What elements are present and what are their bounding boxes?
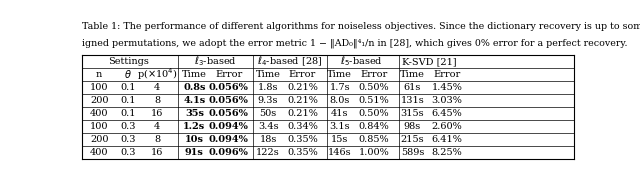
Text: 200: 200 — [90, 96, 108, 105]
Text: $\theta$: $\theta$ — [124, 68, 132, 80]
Text: 0.1: 0.1 — [120, 109, 136, 118]
Text: 91s: 91s — [185, 148, 204, 157]
Text: 0.3: 0.3 — [120, 148, 136, 157]
Text: Table 1: The performance of different algorithms for noiseless objectives. Since: Table 1: The performance of different al… — [83, 22, 640, 31]
Text: 0.84%: 0.84% — [359, 122, 390, 131]
Text: 0.34%: 0.34% — [287, 122, 318, 131]
Text: $\ell_3$-based: $\ell_3$-based — [194, 55, 237, 68]
Text: 41s: 41s — [331, 109, 349, 118]
Text: 0.50%: 0.50% — [359, 83, 390, 92]
Text: 0.3: 0.3 — [120, 122, 136, 131]
Text: $\ell_4$-based [28]: $\ell_4$-based [28] — [257, 55, 322, 68]
Text: 0.35%: 0.35% — [287, 135, 318, 144]
Text: 2.60%: 2.60% — [431, 122, 462, 131]
Text: 0.056%: 0.056% — [209, 109, 249, 118]
Text: 0.8s: 0.8s — [183, 83, 205, 92]
Text: Time: Time — [255, 70, 280, 79]
Text: $\ell_5$-based: $\ell_5$-based — [340, 55, 383, 68]
Text: Time: Time — [327, 70, 352, 79]
Text: 4: 4 — [154, 122, 160, 131]
Text: 1.7s: 1.7s — [330, 83, 350, 92]
Text: 0.056%: 0.056% — [209, 96, 249, 105]
Text: Error: Error — [215, 70, 243, 79]
Text: 8: 8 — [154, 96, 160, 105]
Text: 400: 400 — [90, 109, 108, 118]
Text: 0.21%: 0.21% — [287, 96, 318, 105]
Text: 0.1: 0.1 — [120, 83, 136, 92]
Text: 3.4s: 3.4s — [258, 122, 278, 131]
Text: 8.25%: 8.25% — [431, 148, 462, 157]
Text: 100: 100 — [90, 122, 108, 131]
Text: 98s: 98s — [404, 122, 421, 131]
Text: 100: 100 — [90, 83, 108, 92]
Text: 315s: 315s — [401, 109, 424, 118]
Text: 0.094%: 0.094% — [209, 135, 249, 144]
Text: 215s: 215s — [401, 135, 424, 144]
Text: 1.45%: 1.45% — [431, 83, 462, 92]
Text: 0.3: 0.3 — [120, 135, 136, 144]
Text: 131s: 131s — [401, 96, 424, 105]
Text: 8.0s: 8.0s — [330, 96, 350, 105]
Text: 4: 4 — [154, 83, 160, 92]
Text: 400: 400 — [90, 148, 108, 157]
Text: 200: 200 — [90, 135, 108, 144]
Text: 0.094%: 0.094% — [209, 122, 249, 131]
Text: 15s: 15s — [331, 135, 348, 144]
Text: Error: Error — [433, 70, 460, 79]
Text: 122s: 122s — [256, 148, 280, 157]
Text: 0.85%: 0.85% — [359, 135, 390, 144]
Text: 0.50%: 0.50% — [359, 109, 390, 118]
Text: 4.1s: 4.1s — [183, 96, 205, 105]
Text: 0.21%: 0.21% — [287, 109, 318, 118]
Text: Time: Time — [400, 70, 425, 79]
Text: 146s: 146s — [328, 148, 351, 157]
Text: Settings: Settings — [108, 57, 148, 66]
Text: 35s: 35s — [185, 109, 204, 118]
Text: K-SVD [21]: K-SVD [21] — [402, 57, 456, 66]
Text: 0.056%: 0.056% — [209, 83, 249, 92]
Text: 0.51%: 0.51% — [359, 96, 390, 105]
Text: 1.2s: 1.2s — [183, 122, 205, 131]
Text: Error: Error — [360, 70, 388, 79]
Text: 0.35%: 0.35% — [287, 148, 318, 157]
Text: n: n — [96, 70, 102, 79]
Text: 8: 8 — [154, 135, 160, 144]
Text: 3.1s: 3.1s — [330, 122, 350, 131]
Text: 9.3s: 9.3s — [258, 96, 278, 105]
Text: Time: Time — [182, 70, 207, 79]
Text: 61s: 61s — [404, 83, 421, 92]
Text: 16: 16 — [151, 148, 163, 157]
Text: 6.41%: 6.41% — [431, 135, 462, 144]
Text: Error: Error — [289, 70, 316, 79]
Text: 589s: 589s — [401, 148, 424, 157]
Text: 50s: 50s — [259, 109, 276, 118]
Text: 3.03%: 3.03% — [431, 96, 462, 105]
Text: 0.096%: 0.096% — [209, 148, 249, 157]
Text: 6.45%: 6.45% — [431, 109, 462, 118]
Text: 18s: 18s — [259, 135, 276, 144]
Text: 0.21%: 0.21% — [287, 83, 318, 92]
Text: p($\times$10$^4$): p($\times$10$^4$) — [137, 66, 177, 82]
Text: igned permutations, we adopt the error metric 1 − ‖AD₀‖⁴₁/n in [28], which gives: igned permutations, we adopt the error m… — [83, 39, 628, 48]
Text: 16: 16 — [151, 109, 163, 118]
Text: 10s: 10s — [185, 135, 204, 144]
Text: 0.1: 0.1 — [120, 96, 136, 105]
Text: 1.8s: 1.8s — [258, 83, 278, 92]
Text: 1.00%: 1.00% — [359, 148, 390, 157]
